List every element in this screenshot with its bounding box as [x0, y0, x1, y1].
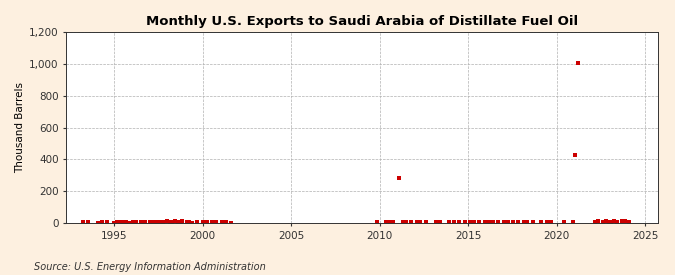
Text: Source: U.S. Energy Information Administration: Source: U.S. Energy Information Administ… — [34, 262, 265, 272]
Y-axis label: Thousand Barrels: Thousand Barrels — [15, 82, 25, 173]
Title: Monthly U.S. Exports to Saudi Arabia of Distillate Fuel Oil: Monthly U.S. Exports to Saudi Arabia of … — [146, 15, 578, 28]
